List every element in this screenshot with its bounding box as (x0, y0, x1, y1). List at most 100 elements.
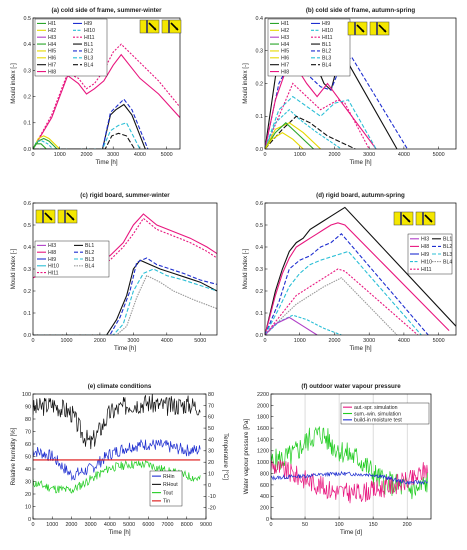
y-tick-label: 0.2 (256, 289, 264, 295)
legend-label: BL3 (85, 257, 94, 263)
series-line-hi3 (265, 316, 318, 335)
chart-title: (a) cold side of frame, summer-winter (51, 7, 162, 14)
series-line-hi8 (33, 53, 180, 149)
legend-label: HI8 (421, 244, 429, 250)
series-line-hi10 (265, 108, 342, 149)
series-line-bl4 (265, 115, 356, 149)
building-detail-icon (35, 209, 78, 224)
legend-label: HI5 (281, 49, 289, 55)
series-line-hi11 (33, 217, 217, 279)
y-right-axis-label: Temperature [°C] (222, 433, 229, 480)
x-axis-label: Time [d] (340, 529, 362, 536)
y-tick-label: 80 (25, 417, 31, 423)
chart-panel-4: (d) rigid board, autumn-spring 0 1000 2000 3… (242, 192, 457, 352)
series-line-bl3 (33, 122, 141, 149)
series-line-bl2 (33, 98, 149, 149)
legend-label: BL2 (84, 49, 93, 55)
y-tick-label: 2200 (257, 392, 269, 398)
y-tick-label: 0.0 (256, 333, 264, 339)
legend-label: HI3 (48, 35, 56, 41)
y-tick-label: 90 (25, 404, 31, 410)
series-line-build-in-moisture-test (271, 470, 428, 486)
arrowhead-icon (361, 29, 364, 32)
x-tick-label: 5000 (161, 152, 173, 158)
frame-post-icon (64, 210, 66, 223)
y-tick-label: 40 (25, 467, 31, 473)
frame-post-icon (422, 212, 424, 225)
y-tick-label: 0.0 (24, 147, 32, 153)
series-line-bl3 (265, 95, 377, 149)
wall-section-icon (161, 19, 182, 34)
series-group (33, 43, 180, 149)
legend-label: RHin (163, 474, 175, 480)
x-tick-label: 3000 (363, 152, 375, 158)
x-tick-label: 9000 (200, 522, 212, 528)
x-axis-label: Time [h] (114, 345, 136, 352)
legend-label: HI8 (48, 69, 56, 75)
y-right-tick-label: 20 (208, 460, 214, 466)
arrowhead-icon (383, 29, 386, 32)
legend-label: HI9 (421, 252, 429, 258)
x-tick-label: 0 (264, 338, 267, 344)
chart-title: (b) cold side of frame, autumn-spring (306, 7, 416, 14)
y-axis-label: Mould index [-] (10, 63, 17, 104)
legend-label: HI5 (48, 49, 56, 55)
legend-label: BL2 (443, 244, 452, 250)
legend-box (34, 18, 108, 77)
legend-label: HI11 (48, 270, 59, 276)
legend-label: BL3 (322, 56, 331, 62)
y-tick-label: 200 (260, 506, 269, 512)
wall-section-icon (57, 209, 78, 224)
x-tick-label: 5000 (433, 338, 445, 344)
legend: HI1 HI9 HI2 HI10 HI3 HI11 HI4 BL1 HI5 BL2 HI6 BL3 HI… (34, 18, 108, 77)
legend-label: HI7 (281, 62, 289, 68)
legend-label: BL4 (443, 259, 452, 265)
legend-label: HI11 (322, 35, 333, 41)
frame-post-icon (354, 22, 356, 35)
legend-label: HI2 (281, 28, 289, 34)
y-tick-label: 20 (25, 492, 31, 498)
chart-title: (d) rigid board, autumn-spring (316, 192, 405, 199)
legend-label: HI1 (281, 21, 289, 27)
y-axis-label: Water vapour pressure [Pa] (243, 419, 250, 495)
y-tick-label: 800 (260, 471, 269, 477)
wall-section-icon (35, 209, 56, 224)
x-tick-label: 0 (264, 152, 267, 158)
y-tick-label: 30 (25, 479, 31, 485)
legend-label: BL1 (85, 243, 94, 249)
y-tick-label: 10 (25, 504, 31, 510)
legend: HI3 BL1 HI8 BL2 HI9 BL3 HI10 BL4 HI11 (407, 233, 452, 275)
y-tick-label: 0 (266, 517, 269, 523)
frame-post-icon (376, 22, 378, 35)
series-line-hi11 (265, 268, 419, 335)
building-detail-icon (139, 19, 182, 34)
series-line-bl1 (33, 259, 217, 335)
series-line-hi10 (265, 314, 342, 335)
y-tick-label: 0.6 (24, 201, 32, 207)
plot-frame (32, 17, 181, 150)
wall-section-icon (415, 211, 436, 226)
legend: HI3 BL1 HI8 BL2 HI9 BL3 HI10 BL4 HI11 (34, 240, 110, 278)
x-tick-label: 6000 (142, 522, 154, 528)
legend-label: HI4 (281, 42, 289, 48)
chart-title: (c) rigid board, summer-winter (80, 192, 170, 199)
y-tick-label: 0.5 (24, 16, 32, 22)
chart-panel-3: (c) rigid board, summer-winter 0 1000 2000 3… (10, 192, 218, 352)
series-line-bl1 (265, 206, 456, 335)
legend-label: HI10 (322, 28, 333, 34)
legend-label: HI3 (421, 237, 429, 243)
legend-box (34, 240, 110, 278)
frame-post-icon (168, 20, 170, 33)
x-tick-label: 2000 (65, 522, 77, 528)
x-tick-label: 0 (32, 338, 35, 344)
series-line-hi2 (265, 131, 304, 149)
series-line-hi6 (265, 122, 321, 149)
x-tick-label: 4000 (104, 522, 116, 528)
legend-label: BL2 (322, 49, 331, 55)
chart-title: (f) outdoor water vapour pressure (301, 383, 401, 390)
y-tick-label: 0.2 (24, 289, 32, 295)
legend-label: HI10 (421, 259, 432, 265)
chart-panel-2: (b) cold side of frame, autumn-spring 0 10… (242, 7, 457, 166)
legend-label: HI9 (84, 21, 92, 27)
